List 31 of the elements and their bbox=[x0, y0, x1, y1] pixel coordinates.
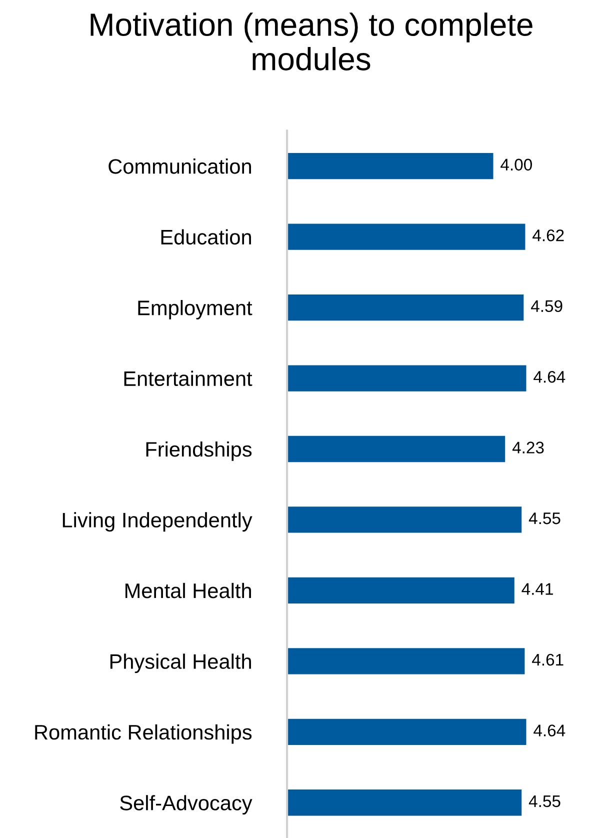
data-label: 4.55 bbox=[528, 795, 560, 808]
y-tick-label: Physical Health bbox=[110, 654, 251, 674]
bar bbox=[287, 648, 525, 674]
bar bbox=[287, 224, 526, 250]
y-tick-label: Education bbox=[161, 229, 251, 245]
data-label: 4.55 bbox=[528, 512, 560, 524]
bar bbox=[287, 153, 494, 180]
y-tick-label: Friendships bbox=[146, 441, 252, 461]
bar bbox=[287, 718, 526, 745]
y-tick-label: Entertainment bbox=[124, 370, 252, 386]
data-label: 4.64 bbox=[534, 370, 566, 383]
chart-title: Motivation (means) to complete modules bbox=[90, 12, 532, 70]
data-label: 4.41 bbox=[522, 583, 553, 595]
bar bbox=[287, 577, 514, 604]
bar bbox=[287, 365, 526, 392]
y-tick-label: Employment bbox=[138, 300, 252, 320]
bar bbox=[287, 294, 524, 321]
y-tick-label: Romantic Relationships bbox=[35, 724, 252, 744]
y-tick-label: Mental Health bbox=[125, 582, 251, 598]
data-label: 4.59 bbox=[530, 300, 562, 312]
y-tick-label: Communication bbox=[108, 158, 251, 174]
y-tick-label: Living Independently bbox=[62, 512, 252, 532]
data-label: 4.61 bbox=[532, 654, 564, 666]
data-label: 4.23 bbox=[512, 442, 544, 454]
y-tick-label: Self-Advocacy bbox=[120, 795, 252, 815]
data-label: 4.62 bbox=[532, 229, 564, 242]
data-label: 4.64 bbox=[534, 724, 566, 736]
bar bbox=[287, 436, 506, 462]
bar bbox=[287, 790, 522, 816]
data-label: 4.00 bbox=[500, 158, 532, 171]
bar bbox=[287, 506, 522, 533]
